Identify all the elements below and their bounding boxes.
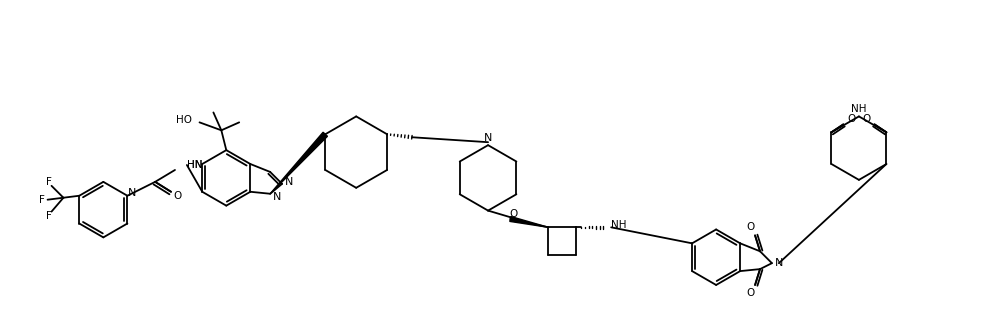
Text: N: N bbox=[775, 258, 783, 268]
Text: NH: NH bbox=[851, 105, 867, 115]
Text: O: O bbox=[746, 288, 755, 298]
Text: O: O bbox=[847, 115, 855, 124]
Text: F: F bbox=[46, 177, 52, 187]
Text: HO: HO bbox=[176, 115, 192, 125]
Text: HN: HN bbox=[187, 160, 203, 170]
Text: O: O bbox=[746, 222, 755, 232]
Text: N: N bbox=[273, 192, 281, 202]
Polygon shape bbox=[509, 216, 548, 227]
Text: N: N bbox=[484, 133, 493, 143]
Text: O: O bbox=[509, 209, 517, 219]
Text: N: N bbox=[285, 177, 293, 187]
Text: NH: NH bbox=[611, 220, 627, 230]
Text: O: O bbox=[863, 115, 871, 124]
Text: HN: HN bbox=[187, 160, 203, 170]
Text: F: F bbox=[46, 211, 52, 220]
Text: O: O bbox=[174, 191, 182, 201]
Polygon shape bbox=[270, 132, 328, 194]
Text: F: F bbox=[39, 195, 45, 205]
Text: N: N bbox=[128, 188, 136, 198]
